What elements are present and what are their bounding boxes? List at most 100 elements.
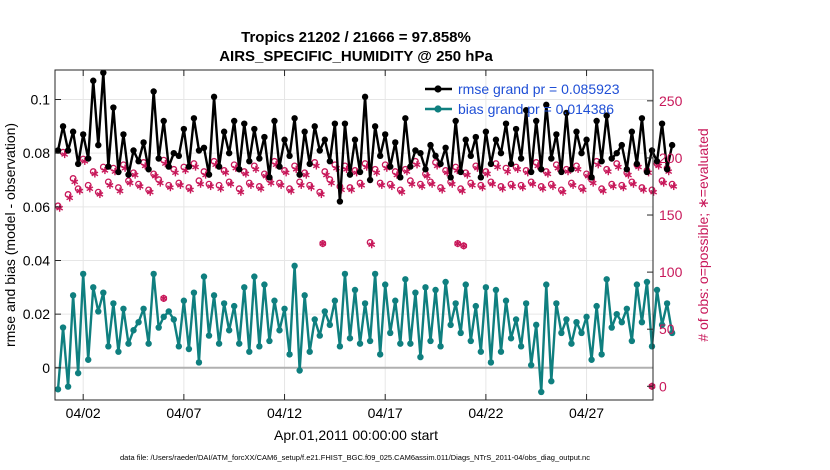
obs-evaluated-marker: [71, 178, 79, 186]
bias-series-marker: [578, 329, 585, 337]
rmse-series-marker: [115, 168, 122, 176]
obs-evaluated-marker: [176, 181, 184, 189]
obs-evaluated-stroke: [302, 172, 310, 178]
obs-evaluated-stroke: [307, 185, 315, 191]
rmse-series-marker: [336, 198, 344, 205]
rmse-series-marker: [366, 176, 374, 184]
obs-evaluated-marker: [539, 185, 547, 193]
obs-evaluated-marker: [458, 187, 466, 195]
rmse-series-marker: [54, 147, 62, 154]
rmse-series-marker: [512, 125, 520, 133]
rmse-series-marker: [220, 128, 228, 135]
rmse-series-marker: [568, 166, 575, 173]
obs-evaluated-stroke: [579, 187, 587, 193]
bias-series-marker: [180, 297, 188, 304]
rmse-series-marker: [522, 107, 530, 114]
obs-evaluated-marker: [519, 184, 527, 192]
legend-bias-marker: [434, 105, 442, 113]
bias-series-marker: [311, 316, 318, 323]
bias-series-marker: [271, 297, 278, 304]
obs-evaluated-marker: [640, 186, 648, 194]
obs-evaluated-stroke: [408, 181, 416, 187]
obs-evaluated-stroke: [539, 186, 547, 192]
rmse-series-marker: [553, 131, 560, 138]
rmse-series-marker: [130, 147, 137, 154]
bias-series-marker: [140, 305, 147, 312]
obs-evaluated-marker: [604, 168, 612, 176]
obs-evaluated-stroke: [237, 189, 245, 195]
rmse-series-marker: [180, 125, 188, 133]
obs-evaluated-stroke: [358, 182, 366, 188]
bias-series-marker: [90, 284, 97, 291]
grid-layer: [55, 70, 653, 400]
obs-evaluated-stroke: [327, 180, 335, 186]
obs-evaluated-marker: [489, 180, 496, 188]
obs-evaluated-stroke: [252, 166, 260, 172]
rmse-series-marker: [598, 158, 605, 165]
bias-series-marker: [175, 343, 183, 350]
bias-series-marker: [100, 289, 107, 296]
rmse-series-marker: [517, 155, 525, 162]
legend: rmse grand pr = 0.085923 bias grand pr =…: [425, 81, 620, 117]
obs-evaluated-marker: [187, 186, 194, 194]
rmse-series-marker: [150, 88, 157, 95]
rmse-series-marker: [175, 152, 183, 160]
bias-series-marker: [563, 316, 570, 323]
bias-series-marker: [220, 300, 228, 307]
x-tick-label: 04/27: [569, 405, 604, 421]
obs-evaluated-stroke: [96, 192, 104, 197]
rmse-series-marker: [492, 136, 500, 143]
obs-evaluated-marker: [217, 185, 225, 193]
obs-evaluated-stroke: [418, 184, 426, 189]
obs-evaluated-stroke: [438, 187, 446, 193]
rmse-series-marker: [628, 128, 636, 135]
rmse-series-marker: [548, 155, 555, 162]
bias-series-marker: [286, 351, 293, 358]
obs-evaluated-marker: [116, 187, 124, 195]
bias-series-marker: [472, 302, 480, 310]
bias-series-marker: [618, 318, 625, 326]
obs-evaluated-marker: [630, 180, 637, 188]
rmse-series-marker: [266, 174, 273, 181]
obs-evaluated-marker: [257, 185, 265, 193]
bias-series-marker: [361, 300, 369, 307]
rmse-series-marker: [502, 120, 510, 127]
rmse-series-marker: [407, 163, 414, 170]
obs-evaluated-marker: [408, 180, 416, 188]
bias-series-marker: [482, 284, 490, 291]
obs-evaluated-stroke: [242, 171, 250, 177]
rmse-series-marker: [205, 171, 213, 178]
rmse-series-marker: [442, 144, 449, 152]
obs-evaluated-stroke: [423, 173, 431, 179]
rmse-series-marker: [618, 141, 625, 149]
rmse-series-marker: [85, 155, 92, 162]
obs-evaluated-marker: [237, 188, 245, 196]
obs-evaluated-stroke: [504, 169, 512, 175]
bias-series-marker: [230, 302, 238, 310]
rmse-series-marker: [467, 152, 474, 160]
obs-evaluated-stroke: [559, 189, 567, 195]
obs-evaluated-marker: [166, 184, 174, 192]
rmse-series-marker: [608, 155, 615, 162]
rmse-series-marker: [457, 168, 464, 176]
bias-series-marker: [64, 383, 72, 390]
rmse-series-marker: [160, 117, 167, 125]
obs-evaluated-marker: [277, 181, 285, 189]
obs-evaluated-marker: [297, 181, 305, 189]
bias-series-marker: [653, 286, 661, 294]
obs-evaluated-stroke: [257, 186, 265, 192]
bias-series-marker: [512, 316, 520, 323]
obs-evaluated-marker: [609, 182, 617, 191]
bias-series-marker: [517, 343, 525, 350]
obs-evaluated-marker: [86, 185, 94, 193]
bias-series-marker: [85, 356, 92, 363]
obs-evaluated-stroke: [604, 169, 612, 175]
obs-evaluated-stroke: [136, 184, 144, 189]
bias-series-marker: [291, 262, 298, 270]
bias-series-marker: [432, 286, 439, 294]
legend-bias-label: bias grand pr = 0.014386: [458, 101, 614, 117]
obs-evaluated-stroke: [317, 192, 325, 197]
obs-evaluated-marker: [358, 181, 366, 189]
bias-series-marker: [74, 369, 82, 377]
